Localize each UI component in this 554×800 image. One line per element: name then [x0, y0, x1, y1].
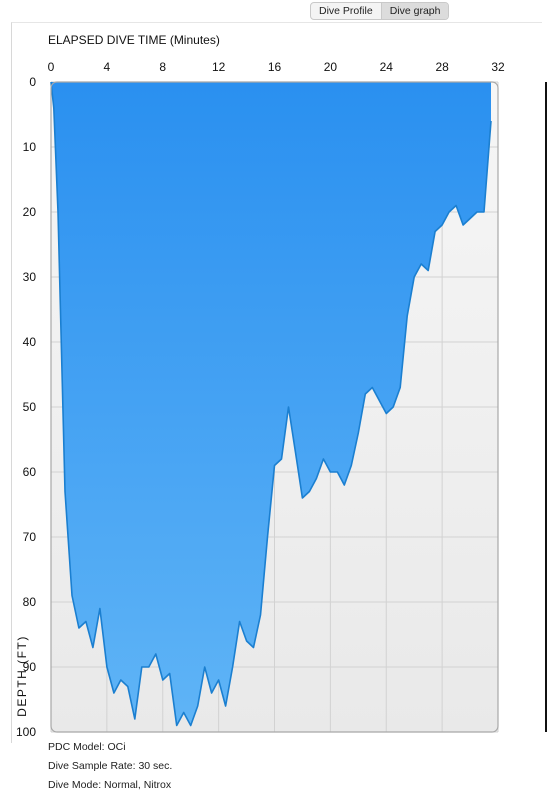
- y-tick-labels: 0 10 20 30 40 50 60 70 80 90 100: [16, 75, 36, 739]
- tab-dive-graph[interactable]: Dive graph: [380, 3, 449, 19]
- x-tick-label: 8: [159, 60, 166, 74]
- y-tick-label: 70: [23, 530, 37, 544]
- y-tick-label: 20: [23, 205, 37, 219]
- sample-rate-text: Dive Sample Rate: 30 sec.: [48, 760, 173, 772]
- y-tick-label: 90: [23, 660, 37, 674]
- pdc-model-text: PDC Model: OCi: [48, 741, 126, 753]
- y-tick-label: 80: [23, 595, 37, 609]
- x-tick-labels: 0 4 8 12 16 20 24 28 32: [48, 60, 505, 74]
- y-tick-label: 40: [23, 335, 37, 349]
- y-tick-label: 0: [29, 75, 36, 89]
- view-tabs: Dive Profile Dive graph: [310, 2, 450, 20]
- scroll-rule: [545, 82, 547, 732]
- depth-line: [50, 81, 492, 727]
- y-tick-label: 30: [23, 270, 37, 284]
- x-tick-label: 32: [491, 60, 505, 74]
- x-tick-label: 16: [268, 60, 282, 74]
- y-axis-label: DEPTH (FT): [15, 635, 29, 717]
- x-tick-label: 24: [380, 60, 394, 74]
- y-tick-label: 10: [23, 140, 37, 154]
- plot-border: [50, 81, 499, 733]
- x-tick-label: 0: [48, 60, 55, 74]
- x-tick-label: 12: [212, 60, 226, 74]
- depth-area: [51, 82, 491, 726]
- y-tick-label: 50: [23, 400, 37, 414]
- chart-title: ELAPSED DIVE TIME (Minutes): [48, 33, 220, 47]
- x-tick-label: 28: [435, 60, 449, 74]
- y-tick-label: 100: [16, 725, 36, 739]
- x-tick-label: 20: [324, 60, 338, 74]
- dive-mode-text: Dive Mode: Normal, Nitrox: [48, 779, 172, 791]
- tab-dive-profile[interactable]: Dive Profile: [319, 5, 373, 17]
- x-tick-label: 4: [104, 60, 111, 74]
- y-tick-label: 60: [23, 465, 37, 479]
